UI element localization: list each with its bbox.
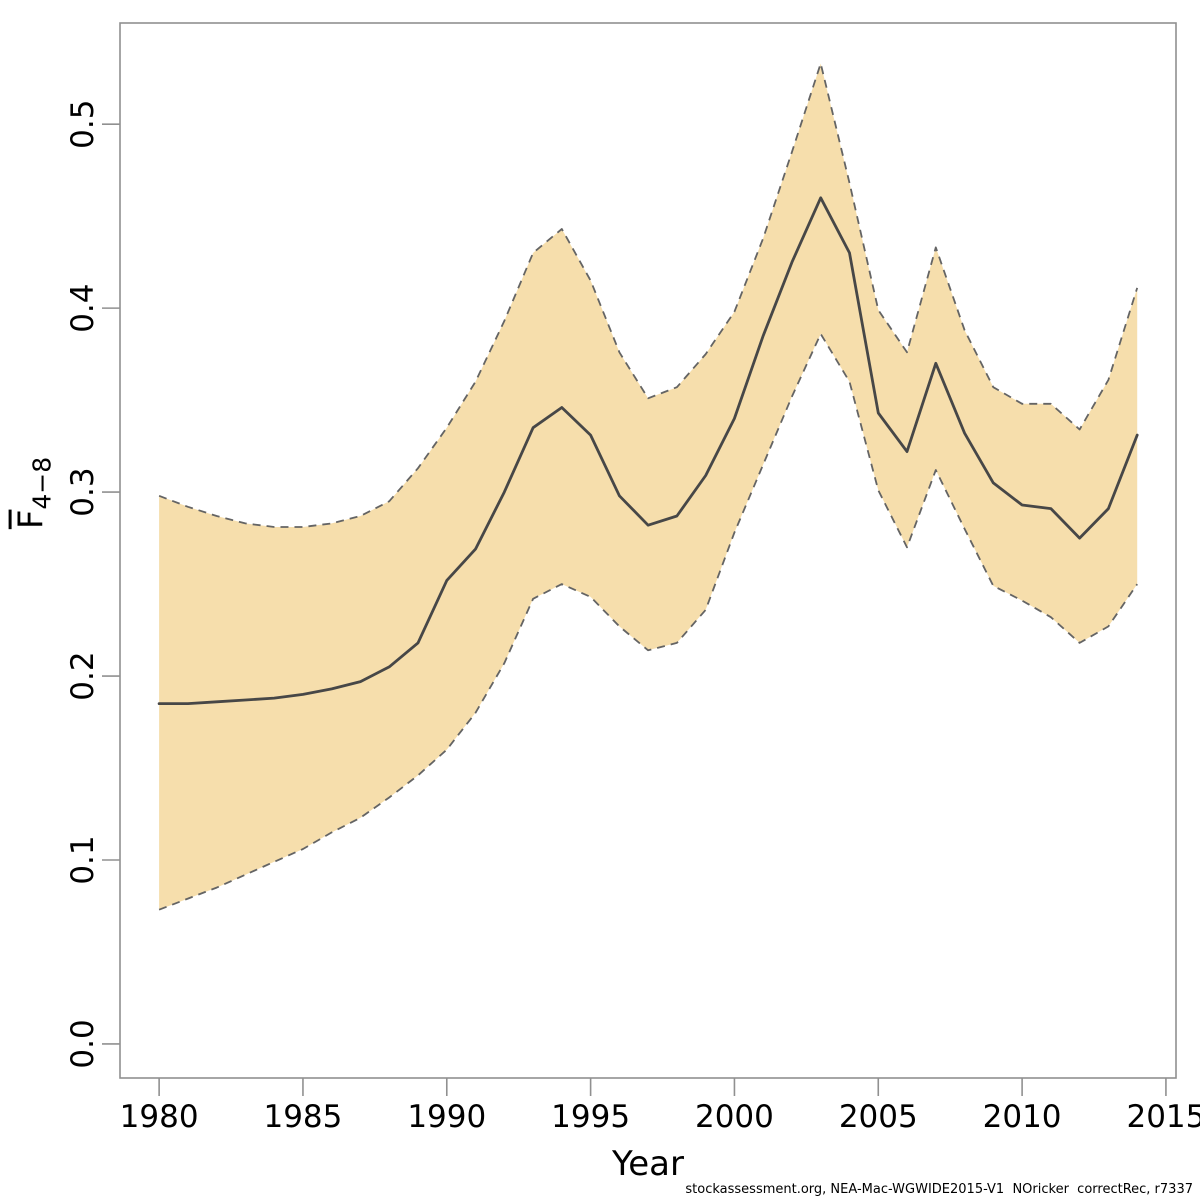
lower-ci-line [158, 332, 1138, 911]
y-tick-label: 0.3 [65, 467, 101, 516]
y-tick-label: 0.2 [65, 651, 101, 700]
footer-credit: stockassessment.org, NEA-Mac-WGWIDE2015-… [685, 1182, 1193, 1197]
plot-box [119, 22, 1177, 1079]
upper-ci-line [158, 62, 1139, 528]
x-tick-label: 1995 [551, 1099, 630, 1135]
mean-line [157, 196, 1139, 705]
y-axis-title-symbol: F [11, 509, 52, 530]
x-tick-label: 2010 [983, 1099, 1062, 1135]
x-tick-label: 1985 [263, 1099, 342, 1135]
x-tick-label: 2015 [1126, 1099, 1200, 1135]
y-tick-label: 0.5 [65, 100, 101, 149]
confidence-band [159, 63, 1138, 910]
y-axis-title: F4−8 [12, 457, 57, 529]
x-tick-label: 2000 [695, 1099, 774, 1135]
x-axis-title: Year [612, 1144, 684, 1184]
y-axis-title-subscript: 4−8 [27, 456, 57, 510]
x-tick-label: 2005 [839, 1099, 918, 1135]
x-tick-label: 1980 [120, 1099, 199, 1135]
y-tick-label: 0.1 [65, 835, 101, 884]
y-tick-label: 0.0 [65, 1019, 101, 1068]
x-tick-label: 1990 [407, 1099, 486, 1135]
y-tick-label: 0.4 [65, 283, 101, 332]
